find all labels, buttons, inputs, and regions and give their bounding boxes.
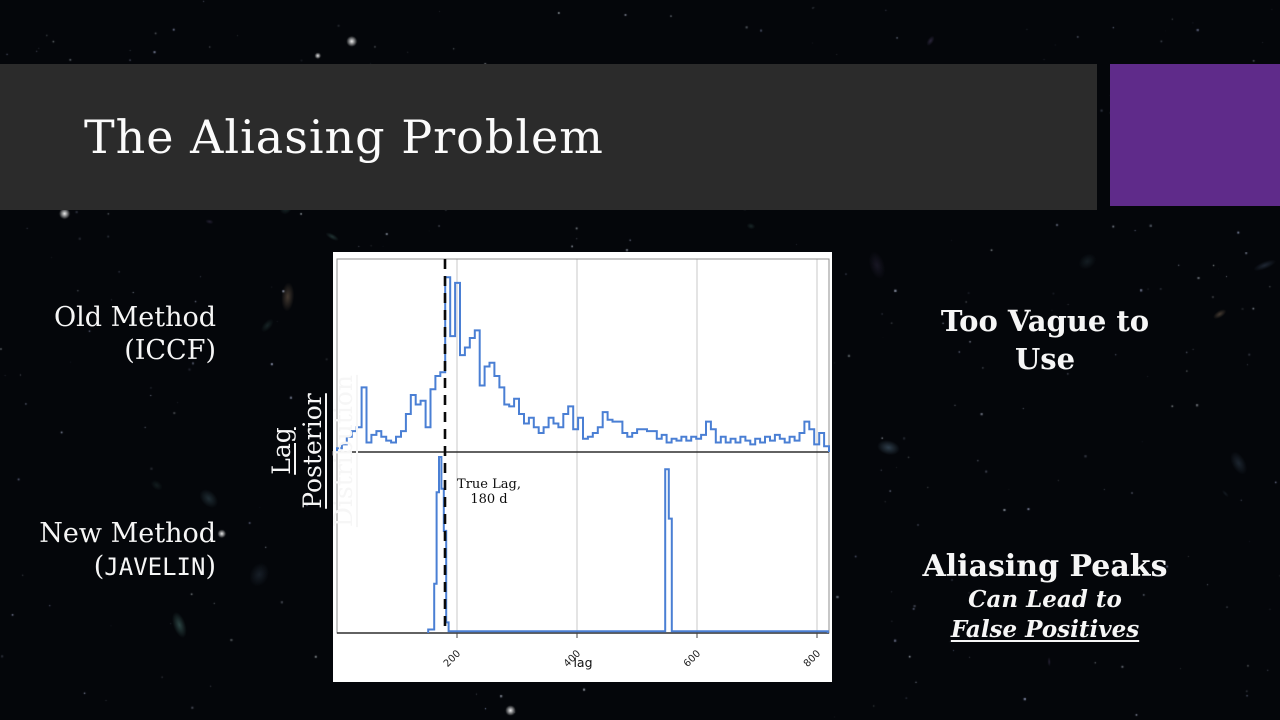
caption-line2: Distribution — [329, 374, 358, 528]
javelin-verdict-label: Aliasing Peaks Can Lead to False Positiv… — [905, 549, 1185, 645]
javelin-histogram — [427, 456, 829, 633]
new-method-line1: New Method — [39, 518, 216, 549]
true-lag-annotation: True Lag, — [457, 477, 521, 492]
page-title: The Aliasing Problem — [84, 110, 604, 164]
too-vague-line1: Too Vague to — [940, 304, 1150, 338]
true-lag-annotation: 180 d — [470, 492, 507, 507]
x-tick-label: 600 — [682, 648, 703, 669]
x-axis-label: lag — [573, 655, 592, 670]
purple-accent-rect — [1110, 64, 1280, 206]
can-lead-to-line: Can Lead to — [968, 586, 1122, 613]
paren-close: ) — [205, 551, 216, 582]
paren-open: ( — [93, 551, 105, 582]
javelin-name: JAVELIN — [104, 553, 206, 581]
new-method-line2: (JAVELIN) — [18, 550, 216, 584]
iccf-verdict-label: Too Vague to Use — [920, 302, 1170, 378]
too-vague-line2: Use — [1014, 342, 1076, 376]
x-tick-label: 200 — [442, 648, 463, 669]
caption-line1: Lag Posterior — [267, 393, 327, 509]
new-method-label: New Method (JAVELIN) — [18, 517, 216, 584]
old-method-line2: (ICCF) — [124, 335, 216, 366]
aliasing-peaks-line: Aliasing Peaks — [922, 549, 1168, 584]
title-bar: The Aliasing Problem — [0, 64, 1097, 210]
x-tick-label: 800 — [802, 648, 823, 669]
old-method-line1: Old Method — [53, 302, 216, 333]
gridlines — [456, 259, 818, 633]
false-positives-line: False Positives — [950, 616, 1140, 643]
bottom-panel-frame — [336, 451, 830, 634]
old-method-label: Old Method (ICCF) — [18, 301, 216, 367]
x-axis: 200 400 600 800 — [442, 633, 823, 670]
lag-posterior-distribution-caption: Lag Posterior Distribution — [266, 366, 358, 536]
iccf-histogram — [336, 276, 830, 452]
lag-posterior-chart: 200 400 600 800 lag True Lag, 180 d — [333, 252, 832, 682]
